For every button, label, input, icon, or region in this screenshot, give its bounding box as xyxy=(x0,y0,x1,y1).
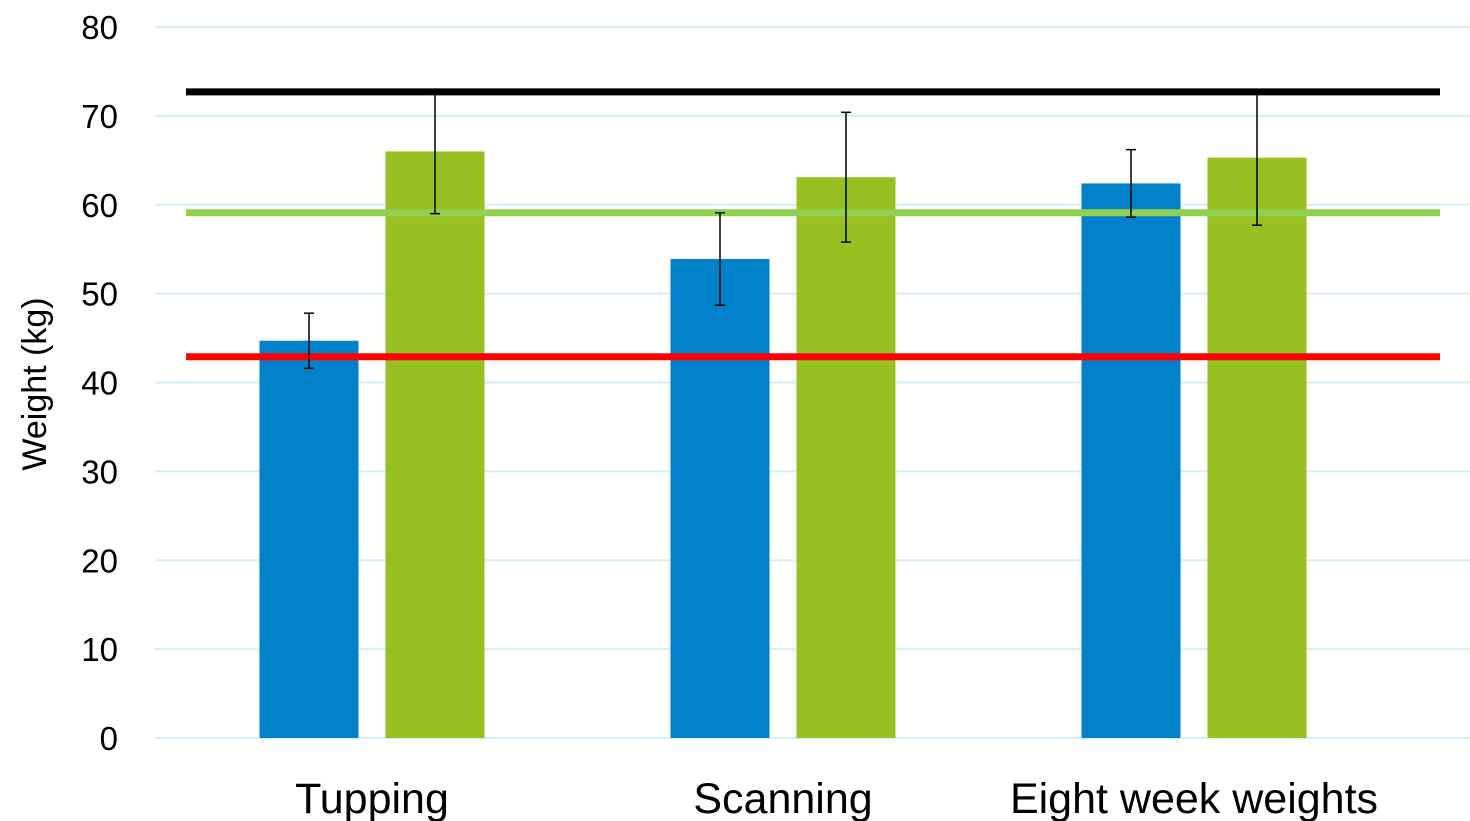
y-tick-label: 20 xyxy=(81,542,118,579)
x-tick-label: Scanning xyxy=(693,775,872,821)
y-tick-label: 70 xyxy=(81,98,118,135)
y-axis-tick-labels: 0 10 20 30 40 50 60 70 80 xyxy=(81,9,118,757)
x-tick-label: Tupping xyxy=(295,775,449,821)
y-tick-label: 40 xyxy=(81,365,118,402)
x-axis-category-labels: Tupping Scanning Eight week weights xyxy=(295,775,1378,821)
y-tick-label: 10 xyxy=(81,631,118,668)
x-tick-label: Eight week weights xyxy=(1010,775,1378,821)
bar xyxy=(1081,183,1181,739)
bar xyxy=(259,340,359,738)
y-axis-label: Weight (kg) xyxy=(16,297,54,470)
bar xyxy=(796,177,896,739)
y-tick-label: 50 xyxy=(81,276,118,313)
y-tick-label: 80 xyxy=(81,9,118,46)
y-tick-label: 30 xyxy=(81,453,118,490)
bars xyxy=(259,151,1307,739)
reference-lines xyxy=(186,88,1440,361)
error-bars xyxy=(304,88,1262,370)
y-tick-label: 0 xyxy=(100,720,118,757)
bar xyxy=(1207,157,1307,739)
y-tick-label: 60 xyxy=(81,187,118,224)
bar xyxy=(385,151,485,739)
bar xyxy=(670,258,770,738)
